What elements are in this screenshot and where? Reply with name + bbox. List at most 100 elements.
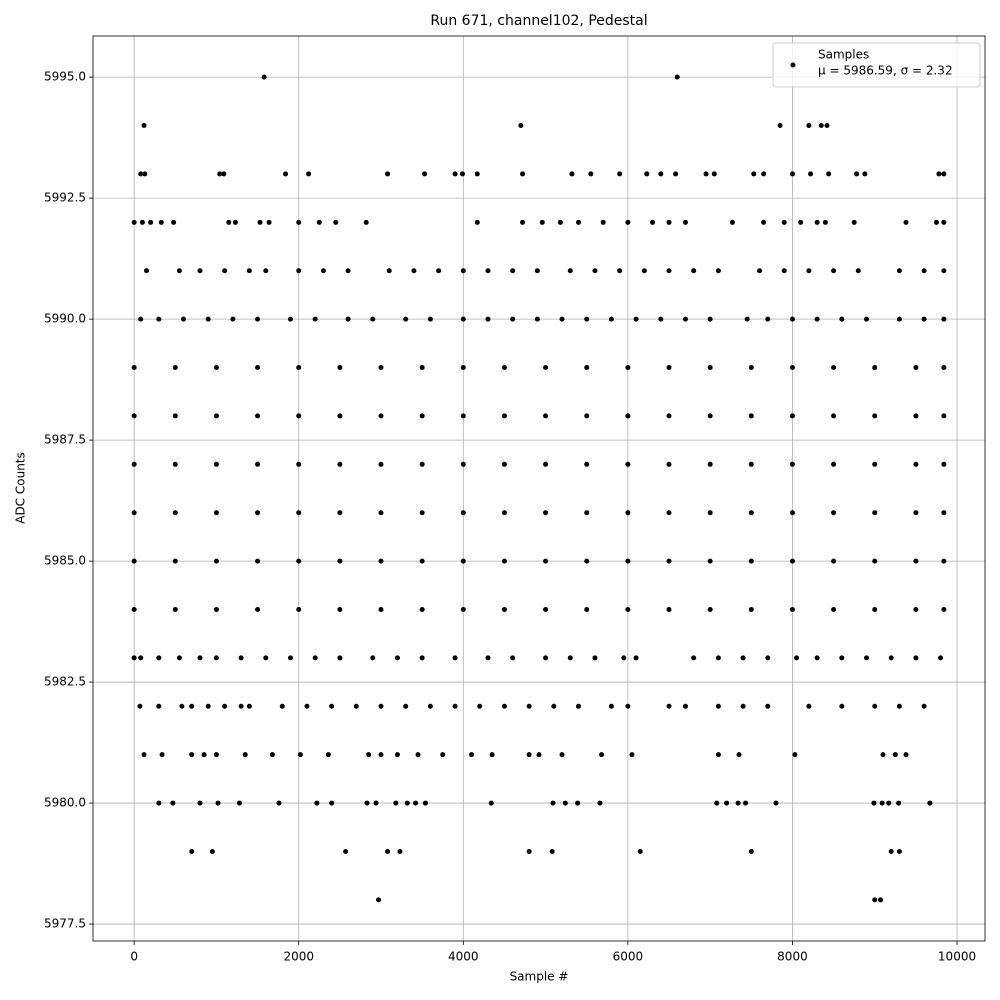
data-point: [941, 461, 947, 467]
data-point: [139, 219, 145, 225]
data-point: [941, 171, 947, 177]
data-point: [131, 219, 137, 225]
data-point: [854, 171, 860, 177]
data-point: [773, 800, 779, 806]
data-point: [872, 510, 878, 516]
data-point: [296, 606, 302, 612]
data-point: [176, 655, 182, 661]
data-point: [246, 268, 252, 274]
data-point: [222, 703, 228, 709]
legend-annotation: μ = 5986.59, σ = 2.32: [818, 64, 953, 78]
y-tick-label: 5995.0: [44, 70, 86, 84]
data-point: [740, 703, 746, 709]
data-point: [501, 365, 507, 371]
data-point: [393, 800, 399, 806]
data-point: [238, 655, 244, 661]
data-point: [215, 800, 221, 806]
data-point: [296, 219, 302, 225]
data-point: [296, 365, 302, 371]
data-point: [633, 655, 639, 661]
data-point: [172, 365, 178, 371]
data-point: [575, 219, 581, 225]
data-point: [255, 365, 261, 371]
data-point: [209, 848, 215, 854]
data-point: [913, 510, 919, 516]
data-point: [707, 365, 713, 371]
data-point: [213, 606, 219, 612]
data-point: [488, 800, 494, 806]
data-point: [543, 365, 549, 371]
data-point: [296, 558, 302, 564]
data-point: [575, 800, 581, 806]
data-point: [789, 606, 795, 612]
data-point: [781, 219, 787, 225]
data-point: [333, 219, 339, 225]
data-point: [584, 558, 590, 564]
data-point: [597, 800, 603, 806]
data-point: [543, 461, 549, 467]
data-point: [567, 268, 573, 274]
data-point: [913, 365, 919, 371]
data-point: [485, 316, 491, 322]
data-point: [621, 655, 627, 661]
data-point: [831, 413, 837, 419]
y-tick-label: 5980.0: [44, 796, 86, 810]
data-point: [625, 219, 631, 225]
data-point: [584, 413, 590, 419]
data-point: [526, 752, 532, 758]
data-point: [181, 316, 187, 322]
data-point: [855, 268, 861, 274]
chart-title: Run 671, channel102, Pedestal: [430, 13, 647, 29]
data-point: [197, 655, 203, 661]
data-point: [501, 558, 507, 564]
data-point: [131, 510, 137, 516]
data-point: [765, 316, 771, 322]
data-point: [343, 848, 349, 854]
data-point: [156, 655, 162, 661]
data-point: [903, 752, 909, 758]
data-point: [936, 171, 942, 177]
y-tick-label: 5977.5: [44, 917, 86, 931]
data-point: [839, 655, 845, 661]
data-point: [872, 703, 878, 709]
data-point: [378, 752, 384, 758]
data-point: [297, 752, 303, 758]
data-point: [559, 316, 565, 322]
data-point: [312, 316, 318, 322]
data-point: [872, 558, 878, 564]
data-point: [822, 219, 828, 225]
data-point: [138, 316, 144, 322]
data-point: [896, 800, 902, 806]
data-point: [536, 752, 542, 758]
data-point: [520, 219, 526, 225]
data-point: [666, 268, 672, 274]
data-point: [938, 655, 944, 661]
data-point: [539, 219, 545, 225]
x-tick-label: 6000: [613, 950, 644, 964]
data-point: [510, 268, 516, 274]
legend: Samples μ = 5986.59, σ = 2.32: [772, 42, 981, 88]
data-point: [551, 703, 557, 709]
data-point: [217, 171, 223, 177]
data-point: [735, 800, 741, 806]
data-point: [440, 752, 446, 758]
data-point: [831, 461, 837, 467]
data-point: [608, 703, 614, 709]
plot-frame: [92, 35, 986, 942]
data-point: [312, 655, 318, 661]
data-point: [673, 171, 679, 177]
data-point: [460, 461, 466, 467]
data-point: [777, 123, 783, 129]
data-point: [197, 800, 203, 806]
data-point: [197, 268, 203, 274]
data-point: [148, 219, 154, 225]
data-point: [378, 510, 384, 516]
data-point: [460, 365, 466, 371]
data-point: [625, 606, 631, 612]
data-point: [474, 171, 480, 177]
data-point: [460, 268, 466, 274]
data-point: [789, 365, 795, 371]
data-point: [255, 316, 261, 322]
data-point: [501, 461, 507, 467]
